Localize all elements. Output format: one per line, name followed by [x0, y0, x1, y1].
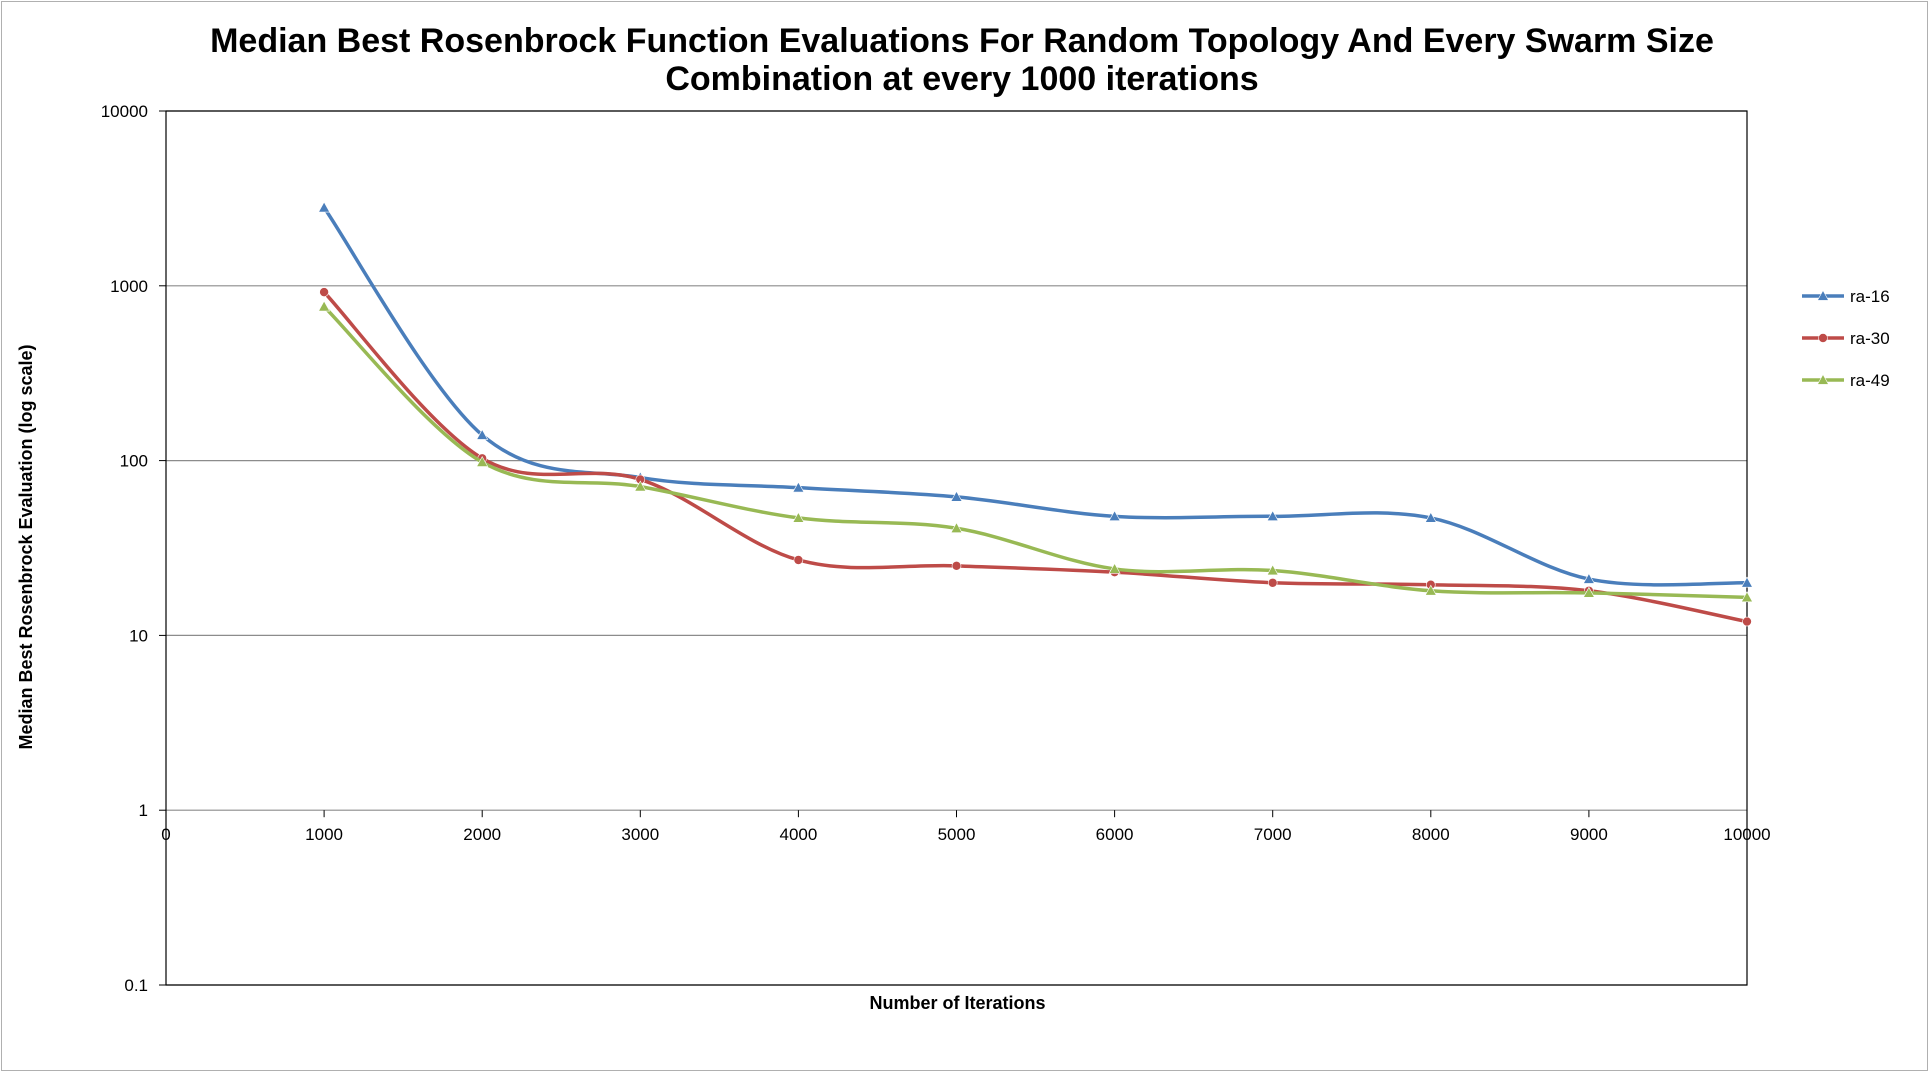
x-tick-label: 3000	[621, 825, 659, 844]
data-point-ra-49	[792, 511, 805, 523]
data-point-ra-49	[476, 456, 489, 467]
series-lines	[318, 201, 1754, 627]
legend-marker-ra-49	[1816, 373, 1830, 385]
x-tick-label: 8000	[1412, 825, 1450, 844]
y-tick-label: 10	[129, 626, 148, 645]
series-line-ra-49	[322, 304, 1749, 600]
data-point-ra-30	[1742, 616, 1752, 627]
y-tick-label: 0.1	[124, 976, 148, 995]
data-point-ra-49	[1266, 564, 1279, 576]
data-point-ra-30	[319, 287, 329, 297]
data-point-ra-49	[1108, 562, 1121, 574]
y-axis-ticks: 0.1 1 10 100 1000 10000	[101, 102, 166, 995]
data-point-ra-49	[1424, 584, 1437, 596]
data-point-ra-16	[1424, 511, 1437, 523]
y-tick-label: 100	[120, 452, 148, 471]
series-ra-30	[319, 287, 1752, 627]
x-tick-label: 0	[161, 825, 170, 844]
plot-area-border	[165, 110, 1748, 986]
data-point-ra-49	[950, 522, 963, 533]
x-tick-label: 9000	[1570, 825, 1608, 844]
data-point-ra-16	[950, 490, 963, 502]
x-tick-label: 7000	[1254, 825, 1292, 844]
data-point-ra-49	[318, 300, 331, 312]
series-ra-16	[318, 201, 1754, 588]
y-tick-label: 10000	[101, 102, 148, 121]
data-point-ra-49	[634, 480, 647, 492]
legend-marker-ra-16	[1816, 289, 1830, 301]
series-ra-49	[318, 300, 1754, 603]
data-point-ra-30	[1267, 577, 1278, 588]
x-tick-label: 1000	[305, 825, 343, 844]
data-point-ra-16	[318, 201, 331, 213]
chart-title-line-2: Combination at every 1000 iterations	[665, 60, 1259, 98]
data-point-ra-16	[1266, 510, 1279, 522]
y-tick-label: 1	[139, 801, 148, 820]
x-tick-label: 5000	[938, 825, 976, 844]
legend-label-ra-30: ra-30	[1850, 329, 1890, 348]
data-point-ra-16	[1108, 510, 1121, 522]
series-line-ra-30	[322, 290, 1749, 624]
x-tick-label: 10000	[1723, 825, 1770, 844]
data-point-ra-49	[1740, 591, 1754, 603]
data-point-ra-49	[1582, 586, 1595, 598]
chart-title-line-1: Median Best Rosenbrock Function Evaluati…	[210, 22, 1714, 60]
data-point-ra-16	[1740, 576, 1754, 588]
data-point-ra-30	[951, 561, 962, 571]
x-tick-label: 4000	[779, 825, 817, 844]
x-tick-label: 2000	[463, 825, 501, 844]
legend: ra-16 ra-30 ra-49	[1802, 287, 1890, 390]
legend-marker-ra-30	[1818, 333, 1828, 343]
y-axis-title: Median Best Rosenbrock Evaluation (log s…	[16, 344, 36, 749]
y-tick-label: 1000	[110, 277, 148, 296]
data-point-ra-30	[793, 555, 804, 565]
series-line-ra-16	[322, 205, 1749, 587]
data-point-ra-16	[792, 481, 805, 493]
x-axis-ticks: 0 1000 2000 3000 4000 5000 6000 7000 8000 9000 100…	[161, 810, 1771, 844]
data-point-ra-16	[476, 428, 489, 440]
legend-label-ra-49: ra-49	[1850, 371, 1890, 390]
x-tick-label: 6000	[1096, 825, 1134, 844]
x-axis-title: Number of Iterations	[869, 993, 1045, 1013]
data-point-ra-16	[1582, 572, 1595, 584]
legend-label-ra-16: ra-16	[1850, 287, 1890, 306]
